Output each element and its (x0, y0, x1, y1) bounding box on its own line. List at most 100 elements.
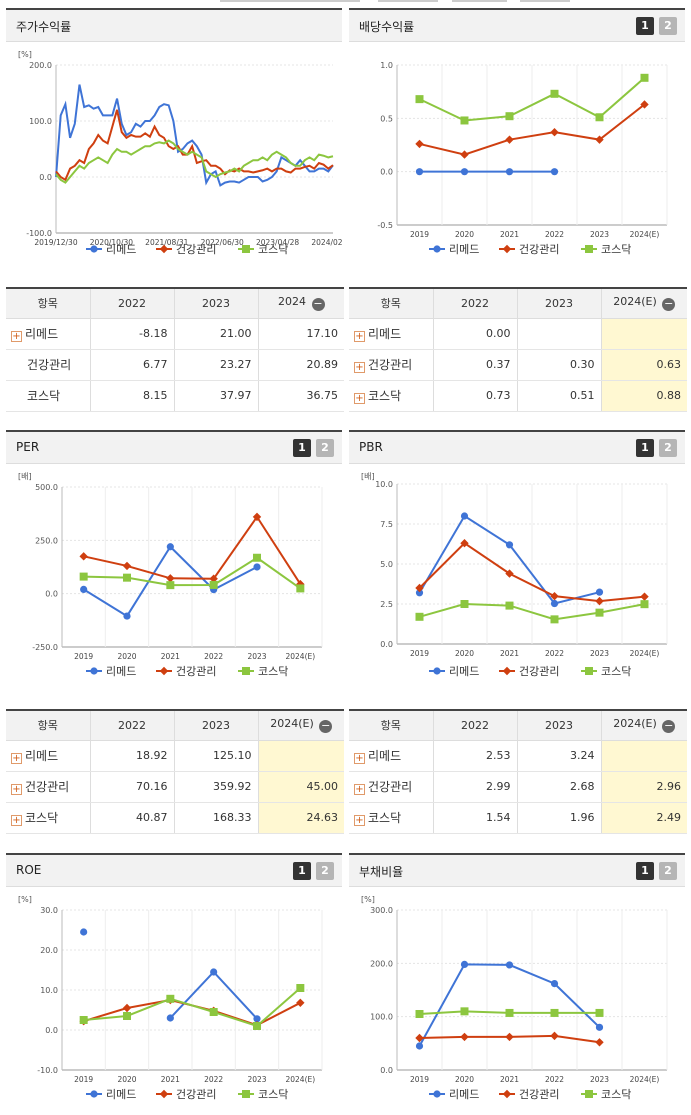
point-remed (433, 245, 441, 253)
per-view-2-button[interactable]: 2 (316, 439, 334, 457)
collapse-icon[interactable]: − (311, 297, 325, 312)
expand-plus-icon[interactable]: + (11, 815, 22, 826)
roe-view-1-button[interactable]: 1 (293, 862, 311, 880)
point-health (502, 666, 512, 676)
y-tick-label: 0.0 (380, 1066, 393, 1075)
table-cell: 40.87 (89, 802, 174, 834)
x-tick-label: 2021 (500, 649, 519, 658)
expand-plus-icon[interactable]: + (354, 753, 365, 764)
series-line-health (83, 515, 302, 585)
table-cell: 0.30 (516, 349, 601, 381)
y-tick-label: 100.0 (370, 1013, 393, 1022)
legend-label-kosdaq: 코스닥 (601, 665, 631, 678)
unit-label: [%] (18, 50, 32, 59)
row-label-remed[interactable]: + 리메드 (6, 740, 90, 772)
table-header-year: 2024(E) (270, 717, 314, 731)
pbr-title: PBR (359, 440, 383, 454)
roe-view-2-button[interactable]: 2 (316, 862, 334, 880)
table-cell-estimate: 24.63 (257, 802, 344, 834)
expand-plus-icon[interactable]: + (11, 753, 22, 764)
dividend-view-1-button[interactable]: 1 (636, 17, 654, 35)
row-label-remed[interactable]: + 리메드 (349, 740, 433, 772)
y-tick-label: 5.0 (380, 560, 393, 569)
legend-label-health: 건강관리 (519, 1088, 559, 1101)
point-kosdaq (253, 1022, 261, 1030)
x-tick-label: 2024(E) (285, 1075, 315, 1084)
x-tick-label: 2021 (161, 652, 180, 661)
table-row: + 건강관리 2.99 2.68 2.96 (349, 771, 687, 803)
y-tick-label: 500.0 (35, 483, 58, 492)
expand-plus-icon[interactable]: + (11, 331, 22, 342)
point-health (502, 1089, 512, 1099)
debt-view-1-button[interactable]: 1 (636, 862, 654, 880)
x-tick-label: 2019 (74, 652, 93, 661)
collapse-icon[interactable]: − (662, 719, 676, 734)
collapse-icon[interactable]: − (319, 719, 333, 734)
y-tick-label: 300.0 (370, 906, 393, 915)
row-name: 건강관리 (368, 780, 413, 794)
point-remed (595, 588, 604, 596)
pbr-view-2-button[interactable]: 2 (659, 439, 677, 457)
legend-label-remed: 리메드 (106, 1088, 136, 1101)
row-label-health[interactable]: + 건강관리 (349, 771, 433, 803)
point-remed (460, 168, 469, 176)
series-line-health (418, 541, 645, 603)
table-cell-estimate (600, 318, 687, 350)
point-kosdaq (296, 984, 305, 992)
table-row: + 코스닥 0.73 0.51 0.88 (349, 380, 687, 412)
point-health (122, 1003, 132, 1013)
row-label-kosdaq[interactable]: + 코스닥 (349, 802, 433, 834)
table-header-year: 2024 (278, 295, 306, 309)
pbr-view-1-button[interactable]: 1 (636, 439, 654, 457)
point-remed (433, 667, 441, 675)
expand-plus-icon[interactable]: + (11, 784, 22, 795)
legend-label-remed: 리메드 (449, 1088, 479, 1101)
table-cell: 8.15 (89, 380, 174, 412)
point-kosdaq (585, 245, 593, 253)
table-cell: 0.51 (516, 380, 601, 412)
row-label-health[interactable]: + 건강관리 (6, 771, 90, 803)
row-label-remed[interactable]: + 리메드 (349, 318, 433, 350)
y-tick-label: -250.0 (32, 643, 58, 652)
point-remed (595, 1023, 604, 1031)
expand-plus-icon[interactable]: + (354, 362, 365, 373)
table-header-year-2024e: 2024(E) − (257, 710, 344, 741)
table-row: + 리메드 18.92 125.10 (6, 740, 344, 772)
expand-plus-icon[interactable]: + (354, 393, 365, 404)
point-kosdaq (415, 1010, 424, 1018)
table-header-item: 항목 (6, 288, 90, 319)
x-tick-label: 2020 (455, 230, 474, 239)
debt-view-2-button[interactable]: 2 (659, 862, 677, 880)
row-label-remed[interactable]: + 리메드 (6, 318, 90, 350)
collapse-icon[interactable]: − (662, 297, 676, 312)
point-health (159, 666, 169, 676)
point-kosdaq (505, 601, 514, 610)
x-tick-label: 2019/12/30 (34, 238, 77, 247)
dividend-view-2-button[interactable]: 2 (659, 17, 677, 35)
y-tick-label: 2.5 (380, 600, 393, 609)
table-header-year: 2023 (516, 288, 601, 319)
series-line-kosdaq (83, 556, 301, 590)
x-tick-label: 2024(E) (630, 649, 660, 658)
table-cell-estimate: 0.63 (600, 349, 687, 381)
table-row: + 코스닥 40.87 168.33 24.63 (6, 802, 344, 834)
point-kosdaq (253, 553, 261, 562)
per-view-1-button[interactable]: 1 (293, 439, 311, 457)
legend-label-remed: 리메드 (106, 243, 136, 256)
x-tick-label: 2022/06/30 (201, 238, 244, 247)
point-remed (166, 543, 174, 551)
row-label-kosdaq[interactable]: + 코스닥 (349, 380, 433, 412)
table-header-year: 2022 (89, 710, 174, 741)
y-tick-label: 0.0 (380, 168, 393, 177)
x-tick-label: 2024(E) (630, 1075, 660, 1084)
point-kosdaq (550, 89, 559, 98)
row-label-kosdaq[interactable]: + 코스닥 (6, 802, 90, 834)
expand-plus-icon[interactable]: + (354, 331, 365, 342)
x-tick-label: 2024/02/29 (311, 238, 342, 247)
series-line-kosdaq (419, 77, 646, 122)
row-label-health[interactable]: + 건강관리 (349, 349, 433, 381)
x-tick-label: 2023 (247, 652, 266, 661)
expand-plus-icon[interactable]: + (354, 784, 365, 795)
point-health (595, 1038, 604, 1047)
expand-plus-icon[interactable]: + (354, 815, 365, 826)
